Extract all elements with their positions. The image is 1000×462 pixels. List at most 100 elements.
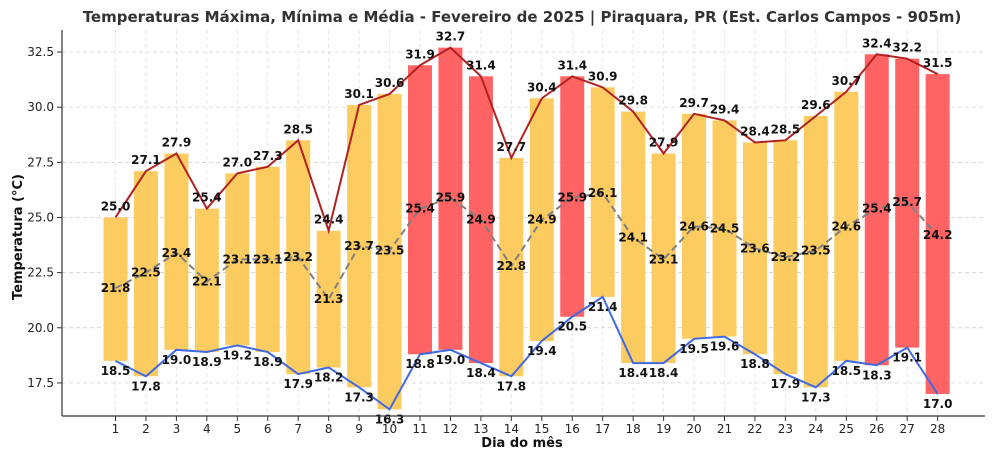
x-tick-label: 16 [565, 422, 580, 436]
bars-layer [103, 47, 950, 410]
mean-value-label: 23.7 [344, 239, 374, 253]
y-tick-label: 27.5 [27, 155, 54, 169]
x-tick-label: 6 [264, 422, 272, 436]
mean-value-label: 23.5 [375, 244, 405, 258]
mean-value-label: 23.6 [740, 241, 770, 255]
data-labels-layer: 25.0 18.5 21.8 27.1 17.8 22.5 27.9 19.0 23.4 25.4… [101, 30, 953, 427]
mean-value-label: 25.7 [892, 195, 922, 209]
mean-value-label: 21.3 [314, 292, 344, 306]
max-value-label: 30.9 [588, 69, 618, 83]
min-value-label: 20.5 [557, 320, 587, 334]
max-value-label: 28.4 [740, 124, 770, 138]
x-tick-label: 8 [325, 422, 333, 436]
min-value-label: 19.4 [527, 344, 557, 358]
x-tick-label: 14 [504, 422, 519, 436]
x-tick-label: 13 [473, 422, 488, 436]
min-value-label: 19.2 [222, 348, 252, 362]
mean-value-label: 24.5 [710, 222, 740, 236]
min-value-label: 18.5 [831, 364, 861, 378]
y-tick-label: 32.5 [27, 45, 54, 59]
mean-value-label: 25.4 [405, 202, 435, 216]
x-tick-label: 15 [534, 422, 549, 436]
y-tick-label: 22.5 [27, 266, 54, 280]
mean-value-label: 25.4 [862, 202, 892, 216]
min-value-label: 18.8 [405, 357, 435, 371]
x-tick-label: 1 [112, 422, 120, 436]
max-value-label: 32.4 [862, 36, 892, 50]
temperature-bar [590, 87, 615, 297]
min-value-label: 19.5 [679, 342, 709, 356]
x-axis-label: Dia do mês [481, 436, 563, 451]
mean-value-label: 23.2 [771, 250, 801, 264]
x-tick-label: 5 [233, 422, 241, 436]
mean-value-label: 24.9 [466, 213, 496, 227]
mean-value-label: 22.1 [192, 274, 222, 288]
min-value-label: 17.8 [131, 379, 161, 393]
x-tick-label: 28 [930, 422, 945, 436]
mean-value-label: 24.9 [527, 213, 557, 227]
mean-value-label: 24.1 [618, 230, 648, 244]
temperature-bar [377, 93, 402, 410]
min-temperature-line [115, 295, 939, 411]
min-value-label: 18.4 [649, 366, 679, 380]
x-tick-label: 20 [686, 422, 701, 436]
mean-value-label: 24.2 [923, 228, 953, 242]
max-value-label: 27.7 [497, 140, 527, 154]
x-tick-label: 25 [839, 422, 854, 436]
max-value-label: 28.5 [283, 122, 313, 136]
y-axis-label: Temperatura (°C) [11, 174, 26, 300]
max-value-label: 25.0 [101, 199, 131, 213]
min-value-label: 18.9 [192, 355, 222, 369]
min-value-label: 17.3 [801, 390, 831, 404]
min-value-label: 21.4 [588, 300, 618, 314]
min-value-label: 18.3 [862, 368, 892, 382]
y-tick-label: 17.5 [27, 376, 54, 390]
mean-value-label: 22.8 [497, 259, 527, 273]
mean-value-label: 25.9 [557, 191, 587, 205]
x-tick-label: 4 [203, 422, 211, 436]
temperature-bar [103, 217, 128, 361]
mean-temperature-line [115, 192, 939, 301]
max-value-label: 29.4 [710, 102, 740, 116]
min-value-label: 17.9 [771, 377, 801, 391]
min-value-label: 18.4 [618, 366, 648, 380]
x-tick-label: 18 [626, 422, 641, 436]
temperature-bar [682, 113, 707, 339]
max-value-label: 27.3 [253, 149, 283, 163]
temperature-bar [651, 153, 676, 364]
temperature-bar [316, 230, 341, 368]
min-value-label: 18.2 [314, 370, 344, 384]
lines-layer [114, 46, 939, 411]
y-tick-label: 20.0 [27, 321, 54, 335]
mean-value-label: 21.8 [101, 281, 131, 295]
max-value-label: 30.1 [344, 87, 374, 101]
max-temperature-line [114, 46, 939, 235]
min-value-label: 19.0 [162, 353, 192, 367]
mean-value-label: 26.1 [588, 186, 618, 200]
max-value-label: 30.4 [527, 80, 557, 94]
max-value-label: 31.4 [466, 58, 496, 72]
x-tick-label: 2 [142, 422, 150, 436]
max-value-label: 29.7 [679, 96, 709, 110]
max-value-label: 27.0 [222, 155, 252, 169]
mean-value-label: 23.5 [801, 244, 831, 258]
mean-value-label: 23.1 [253, 252, 283, 266]
max-value-label: 24.4 [314, 213, 344, 227]
max-value-label: 30.6 [375, 76, 405, 90]
max-value-label: 31.4 [557, 58, 587, 72]
max-value-label: 30.7 [831, 74, 861, 88]
mean-value-label: 23.1 [649, 252, 679, 266]
x-tick-label: 23 [778, 422, 793, 436]
max-value-label: 32.2 [892, 41, 922, 55]
x-tick-label: 9 [355, 422, 363, 436]
max-value-label: 29.8 [618, 94, 648, 108]
x-tick-label: 3 [173, 422, 181, 436]
max-value-label: 29.6 [801, 98, 831, 112]
mean-value-label: 23.2 [283, 250, 313, 264]
chart-title: Temperaturas Máxima, Mínima e Média - Fe… [83, 8, 962, 27]
temperature-bar [408, 65, 432, 355]
min-value-label: 18.5 [101, 364, 131, 378]
min-value-label: 17.8 [497, 379, 527, 393]
max-value-label: 32.7 [436, 30, 466, 44]
